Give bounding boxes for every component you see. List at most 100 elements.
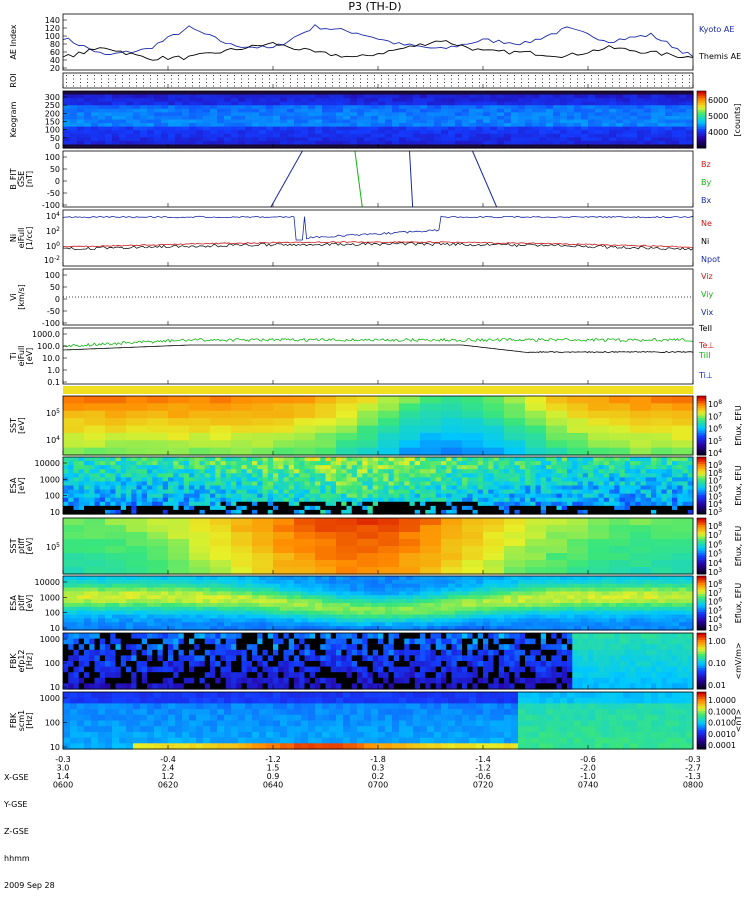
roi-dot [444,79,445,80]
esa_e-cell [368,481,374,486]
esa_i-cell [350,599,358,603]
roi-dot [633,75,634,76]
esa_e-cell [588,506,594,511]
keogram-cell [91,116,99,120]
esa_e-cell [68,506,74,511]
keogram-cell [70,91,78,95]
esa_e-cell [578,486,584,491]
keogram-cell [686,102,694,106]
esa_e-cell [331,473,337,478]
keogram-cell [553,123,561,127]
esa_e-cell [184,473,190,478]
sst_i-cell [273,518,295,526]
esa_e-cell [562,477,568,482]
keogram-cell [679,102,687,106]
esa_e-cell [184,490,190,495]
keogram-cell [126,112,134,116]
esa_e-cell [504,506,510,511]
keogram-cell [413,91,421,95]
esa_e-cell [184,461,190,466]
esa_e-cell [74,494,80,499]
sst_i-cell [462,525,484,533]
esa_i-cell [175,591,183,595]
esa_e-cell [126,465,132,470]
esa_e-cell [326,473,332,478]
esa_i-cell [140,603,148,607]
roi-dot [234,82,235,83]
esa_i-cell [210,599,218,603]
esa_i-cell [196,588,204,592]
sst_e-cell [105,403,127,411]
sst_e-cell [252,448,274,456]
sst_i-cell [357,546,379,554]
esa_i-cell [266,588,274,592]
esa_e-cell [499,506,505,511]
esa_e-cell [609,481,615,486]
esa_e-cell [546,486,552,491]
esa_e-cell [646,486,652,491]
esa_e-cell [588,473,594,478]
keogram-cell [231,123,239,127]
keogram-cell [231,91,239,95]
esa_i-cell [546,603,554,607]
esa_e-cell [567,469,573,474]
keogram-cell [203,134,211,138]
esa_e-cell [520,494,526,499]
esa_e-cell [452,498,458,503]
keogram-cell [595,102,603,106]
esa_e-cell [158,506,164,511]
esa_e-cell [630,498,636,503]
keogram-cell [63,105,71,109]
esa_e-cell [441,465,447,470]
keogram-cell [644,102,652,106]
esa_i-cell [476,576,484,580]
ni-npot [63,243,693,251]
keogram-cell [623,95,631,99]
esa_e-cell [310,490,316,495]
esa_e-cell [242,461,248,466]
sst_i-cell [588,532,610,540]
roi-dot [486,86,487,87]
keogram-cell [672,105,680,109]
keogram-cell [476,137,484,141]
roi-dot [444,75,445,76]
esa_i-cell [623,576,631,580]
esa_e-cell [530,465,536,470]
keogram-cell [308,95,316,99]
ni-ytick-bottom: 10-2 [44,255,60,265]
esa_e-cell [457,490,463,495]
keogram-cell [595,116,603,120]
esa_i-cell [490,580,498,584]
esa_e-cell [614,469,620,474]
ti-ytick-4: 0.1 [47,378,60,387]
esa_e-cell [231,506,237,511]
keogram-cell [644,120,652,124]
roi-dot [129,82,130,83]
keogram-cell [623,120,631,124]
esa_i-cell [287,576,295,580]
esa_e-cell [509,481,515,486]
esa_i-cell [483,588,491,592]
keogram-cell [665,95,673,99]
keogram-cell [98,141,106,145]
sst_i-cell [504,553,526,561]
keogram-cell [595,120,603,124]
esa_i-cell [126,599,134,603]
esa_i-cell [238,580,246,584]
roi-dot [381,75,382,76]
esa_e-cell [147,469,153,474]
esa_e-cell [446,461,452,466]
keogram-cell [357,102,365,106]
esa_e-cell [467,481,473,486]
sst_i-cell [105,518,127,526]
keogram-cell [196,112,204,116]
esa_e-cell [525,481,531,486]
sst_i-cell [315,518,337,526]
esa_e-cell [583,481,589,486]
esa_e-cell [383,477,389,482]
esa_e-cell [100,502,106,507]
esa_i-cell [560,595,568,599]
esa_i-cell [672,603,680,607]
roi-dot [199,82,200,83]
keogram-cell [133,120,141,124]
